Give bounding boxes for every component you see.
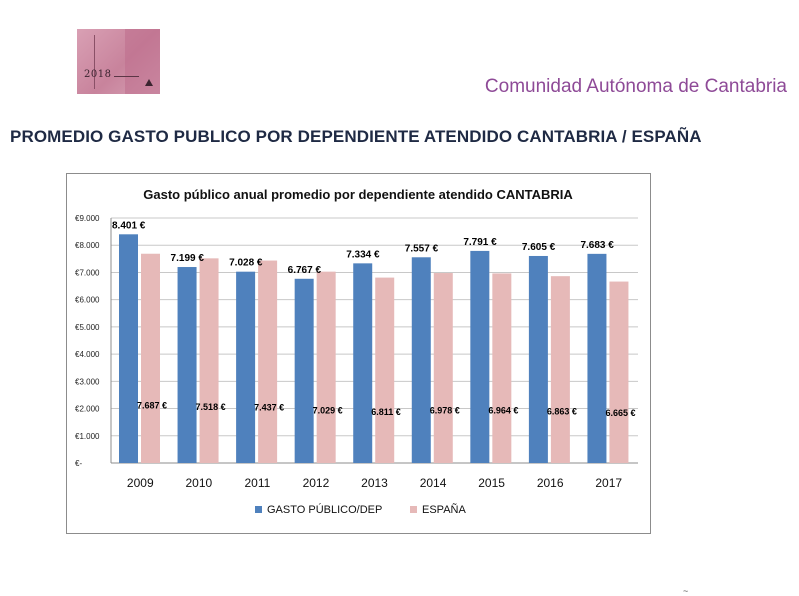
x-tick-label: 2013: [361, 476, 388, 490]
bar-cantabria: [353, 263, 373, 463]
bar-cantabria: [236, 271, 256, 463]
bar-espana: [550, 276, 570, 463]
logo-triangle-icon: [145, 79, 153, 86]
chart-title: Gasto público anual promedio por dependi…: [143, 187, 573, 202]
y-tick-label: €1.000: [75, 432, 100, 441]
bar-cantabria: [470, 250, 490, 463]
bar-espana: [492, 273, 512, 463]
data-label-espana: 7.029 €: [313, 405, 343, 415]
bar-cantabria: [294, 278, 314, 463]
data-label-cantabria: 8.401 €: [112, 220, 146, 231]
chart-frame: Gasto público anual promedio por dependi…: [66, 173, 651, 534]
data-label-cantabria: 7.557 €: [405, 243, 439, 254]
bar-espana: [375, 277, 395, 463]
x-tick-label: 2010: [185, 476, 212, 490]
data-label-cantabria: 7.028 €: [229, 258, 263, 269]
x-tick-label: 2017: [595, 476, 622, 490]
x-tick-label: 2012: [303, 476, 330, 490]
x-tick-label: 2014: [420, 476, 447, 490]
y-tick-label: €6.000: [75, 296, 100, 305]
footer-mark: ~: [683, 586, 689, 596]
y-tick-label: €2.000: [75, 405, 100, 414]
data-label-espana: 7.518 €: [196, 402, 226, 412]
region-name: Comunidad Autónoma de Cantabria: [484, 76, 787, 97]
y-tick-label: €4.000: [75, 350, 100, 359]
bar-cantabria: [528, 255, 548, 463]
logo: 2018: [77, 29, 160, 94]
legend-swatch-espana: [410, 506, 417, 513]
data-label-cantabria: 7.605 €: [522, 242, 556, 253]
legend-label-espana: ESPAÑA: [422, 503, 466, 516]
bar-espana: [316, 271, 336, 463]
data-label-espana: 6.811 €: [371, 407, 401, 417]
x-tick-label: 2009: [127, 476, 154, 490]
legend-swatch-cantabria: [255, 506, 262, 513]
bar-espana: [199, 258, 219, 463]
bar-cantabria: [177, 267, 197, 463]
data-label-espana: 7.437 €: [254, 402, 284, 412]
data-label-espana: 6.665 €: [605, 408, 635, 418]
bar-espana: [433, 273, 453, 463]
data-label-espana: 6.978 €: [430, 406, 460, 416]
bar-espana: [609, 281, 629, 463]
y-tick-label: €-: [75, 459, 82, 468]
data-label-espana: 7.687 €: [137, 401, 167, 411]
bar-espana: [141, 253, 160, 463]
data-label-cantabria: 7.683 €: [580, 240, 614, 251]
data-label-cantabria: 7.791 €: [463, 237, 497, 248]
bar-cantabria: [119, 234, 138, 463]
page-title: PROMEDIO GASTO PUBLICO POR DEPENDIENTE A…: [10, 127, 702, 146]
data-label-cantabria: 7.334 €: [346, 249, 380, 260]
legend-label-cantabria: GASTO PÚBLICO/DEP: [267, 503, 382, 516]
data-label-espana: 6.964 €: [488, 406, 518, 416]
bar-cantabria: [587, 253, 607, 463]
x-tick-label: 2011: [244, 476, 270, 490]
data-label-cantabria: 6.767 €: [288, 265, 322, 276]
y-tick-label: €9.000: [75, 214, 100, 223]
logo-year: 2018: [84, 69, 112, 80]
bar-chart: Gasto público anual promedio por dependi…: [75, 187, 638, 516]
y-tick-label: €7.000: [75, 268, 100, 277]
bar-espana: [258, 260, 278, 463]
x-tick-label: 2015: [478, 476, 505, 490]
data-label-cantabria: 7.199 €: [171, 253, 205, 264]
data-label-espana: 6.863 €: [547, 406, 577, 416]
y-tick-label: €5.000: [75, 323, 100, 332]
bar-cantabria: [411, 257, 431, 463]
x-tick-label: 2016: [537, 476, 564, 490]
y-tick-label: €3.000: [75, 377, 100, 386]
y-tick-label: €8.000: [75, 241, 100, 250]
